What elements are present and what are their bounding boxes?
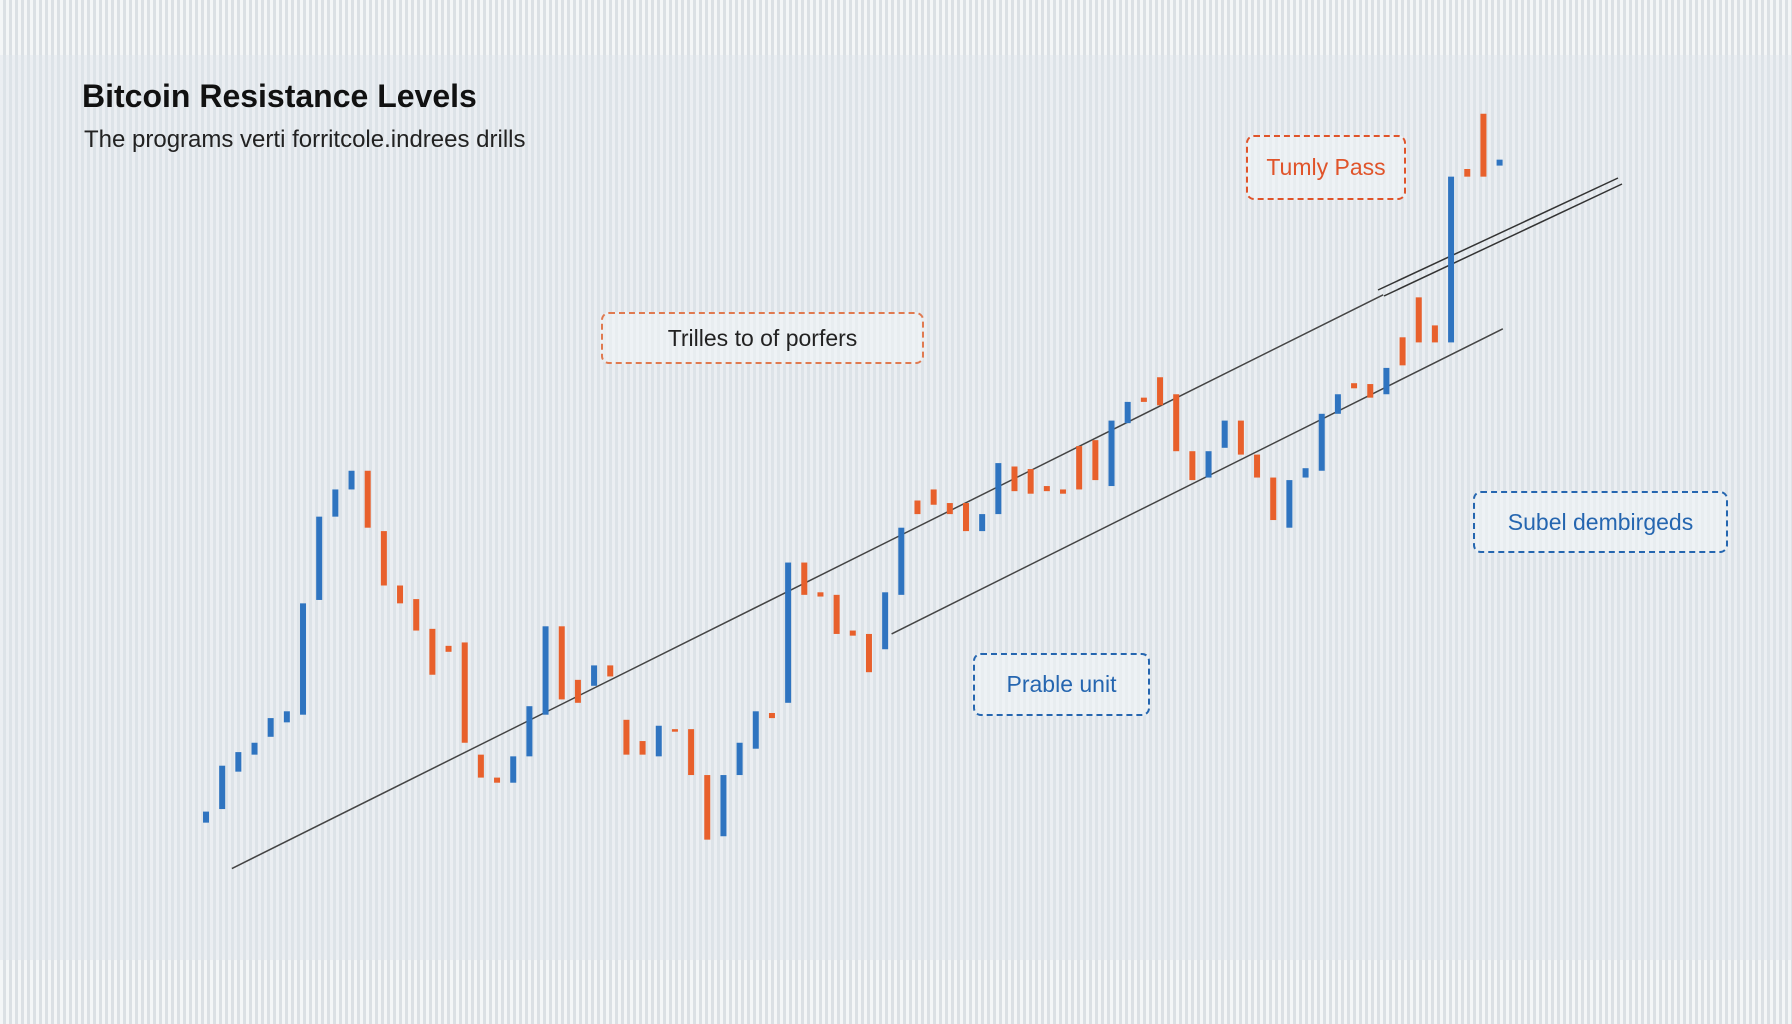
candle (1286, 480, 1293, 528)
candle (1383, 367, 1390, 395)
candle (510, 756, 517, 783)
candle (1480, 113, 1487, 177)
chart-title: Bitcoin Resistance Levels (82, 78, 477, 114)
candle (542, 626, 549, 715)
candle (865, 633, 872, 673)
candle (1173, 394, 1180, 452)
candle (1011, 466, 1018, 492)
candle (429, 628, 436, 675)
candle (397, 585, 404, 604)
candle (1464, 169, 1471, 177)
candle (558, 626, 565, 700)
candle (1140, 397, 1147, 402)
candle (494, 777, 501, 783)
candle (1496, 159, 1503, 166)
candle (1351, 383, 1358, 389)
candle (445, 645, 452, 652)
candle (1448, 176, 1455, 343)
candle (849, 630, 856, 636)
candle (477, 754, 484, 778)
candle (704, 775, 711, 840)
candle (251, 742, 258, 755)
candle (1431, 325, 1438, 343)
candle (930, 489, 937, 505)
candle (1302, 468, 1309, 478)
annotation: Trilles to of porfers (601, 312, 924, 364)
candle (1027, 469, 1034, 494)
candle (1043, 486, 1050, 492)
candle (526, 706, 533, 757)
candle (979, 514, 986, 532)
candle (348, 470, 355, 490)
candle (380, 531, 387, 586)
candle (364, 470, 371, 528)
candle (1157, 377, 1164, 406)
candle (316, 516, 323, 600)
annotation: Subel dembirgeds (1473, 491, 1728, 553)
decor-arrow (1377, 177, 1623, 297)
candle (1334, 394, 1341, 414)
chart-subtitle: The programs verti forritcole.indrees dr… (84, 126, 526, 153)
candle (655, 725, 662, 757)
candle (768, 713, 775, 719)
trend-line (231, 294, 1384, 870)
candle (332, 489, 339, 517)
candle (785, 562, 792, 703)
candle (1237, 420, 1244, 455)
candle (688, 729, 695, 776)
candle (1221, 420, 1228, 448)
candle (235, 752, 242, 772)
candle (1108, 420, 1115, 487)
candle (461, 642, 468, 743)
candle (607, 665, 614, 677)
candle (1318, 413, 1325, 471)
candle (801, 562, 808, 595)
candle (219, 765, 226, 810)
annotation: Tumly Pass (1246, 135, 1406, 200)
candle (752, 711, 759, 749)
candle (591, 665, 598, 686)
candle (203, 811, 209, 823)
candle (1254, 454, 1261, 478)
candle (898, 527, 905, 595)
candle (1076, 446, 1083, 490)
candle (1399, 337, 1406, 366)
candle (833, 594, 840, 634)
candle (946, 503, 953, 515)
candle (1060, 489, 1067, 494)
candle (1124, 401, 1131, 424)
candle (413, 599, 420, 631)
candle (671, 729, 678, 732)
candle (914, 500, 921, 515)
candle (623, 719, 630, 755)
candle (1415, 297, 1422, 343)
candle (300, 603, 307, 715)
candle (882, 592, 889, 650)
candle (283, 711, 290, 723)
candle (1092, 440, 1099, 481)
candle (962, 503, 969, 532)
candle (574, 679, 581, 703)
candle (817, 592, 824, 597)
candle (1367, 384, 1374, 398)
candle (1205, 451, 1212, 478)
candle (995, 463, 1002, 515)
annotation: Prable unit (973, 653, 1150, 716)
candle (736, 742, 743, 776)
candle (720, 775, 727, 837)
candle (1189, 451, 1196, 481)
trend-line (891, 328, 1504, 635)
candle (639, 741, 646, 755)
candle (267, 718, 274, 737)
candle (1270, 477, 1277, 521)
